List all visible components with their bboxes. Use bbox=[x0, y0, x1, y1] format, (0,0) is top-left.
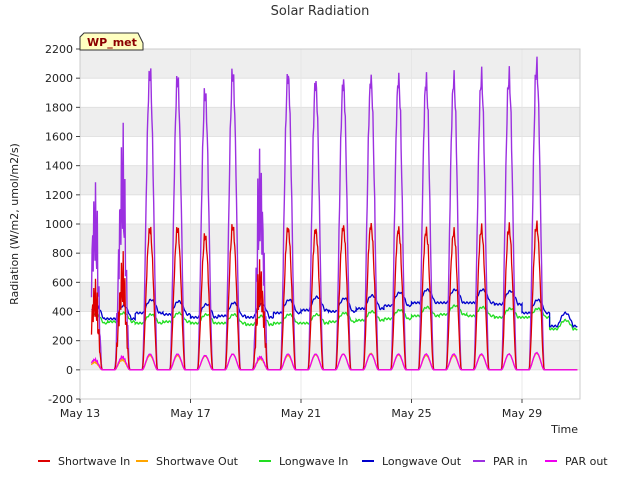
y-tick-label: 1000 bbox=[45, 218, 73, 231]
y-tick-label: 400 bbox=[52, 306, 73, 319]
y-tick-label: 800 bbox=[52, 247, 73, 260]
site-badge: WP_met bbox=[79, 32, 144, 51]
legend-label: Shortwave In bbox=[58, 455, 130, 468]
grid-band bbox=[80, 49, 580, 79]
site-badge-shape bbox=[79, 32, 144, 51]
series-layer bbox=[90, 56, 578, 371]
x-tick-label: May 29 bbox=[502, 407, 542, 420]
chart-title: Solar Radiation bbox=[271, 4, 370, 19]
legend-label: Longwave In bbox=[279, 455, 348, 468]
y-axis-title: Radiation (W/m2, umol/m2/s) bbox=[8, 143, 21, 305]
y-tick-label: 2000 bbox=[45, 72, 73, 85]
y-tick-label: 2200 bbox=[45, 43, 73, 56]
y-tick-label: 0 bbox=[66, 364, 73, 377]
y-tick-label: 1200 bbox=[45, 189, 73, 202]
x-tick-label: May 17 bbox=[170, 407, 210, 420]
legend: Shortwave In Shortwave Out Longwave In Long… bbox=[38, 455, 608, 468]
x-tick-label: May 13 bbox=[60, 407, 100, 420]
y-tick-label: -200 bbox=[48, 393, 73, 406]
grid-band bbox=[80, 282, 580, 312]
legend-label: Shortwave Out bbox=[156, 455, 239, 468]
grid-bands bbox=[80, 49, 580, 370]
y-axis-ticks: -200 0 200 400 600 800 1000 1200 1400 1600 1800 200… bbox=[45, 43, 80, 406]
legend-label: Longwave Out bbox=[382, 455, 462, 468]
y-tick-label: 1800 bbox=[45, 101, 73, 114]
series-line-par-out bbox=[90, 351, 578, 371]
grid-band bbox=[80, 165, 580, 195]
site-badge-label: WP_met bbox=[87, 36, 137, 49]
y-tick-label: 600 bbox=[52, 276, 73, 289]
x-axis-ticks: May 13 May 17 May 21 May 25 May 29 bbox=[60, 399, 542, 420]
y-tick-label: 200 bbox=[52, 335, 73, 348]
legend-label: PAR out bbox=[565, 455, 608, 468]
y-tick-label: 1600 bbox=[45, 131, 73, 144]
grid-band bbox=[80, 224, 580, 254]
x-tick-label: May 21 bbox=[281, 407, 321, 420]
legend-label: PAR in bbox=[493, 455, 528, 468]
grid-band bbox=[80, 340, 580, 370]
x-tick-label: May 25 bbox=[391, 407, 431, 420]
x-axis-title: Time bbox=[550, 423, 578, 436]
y-tick-label: 1400 bbox=[45, 160, 73, 173]
grid-band bbox=[80, 107, 580, 137]
